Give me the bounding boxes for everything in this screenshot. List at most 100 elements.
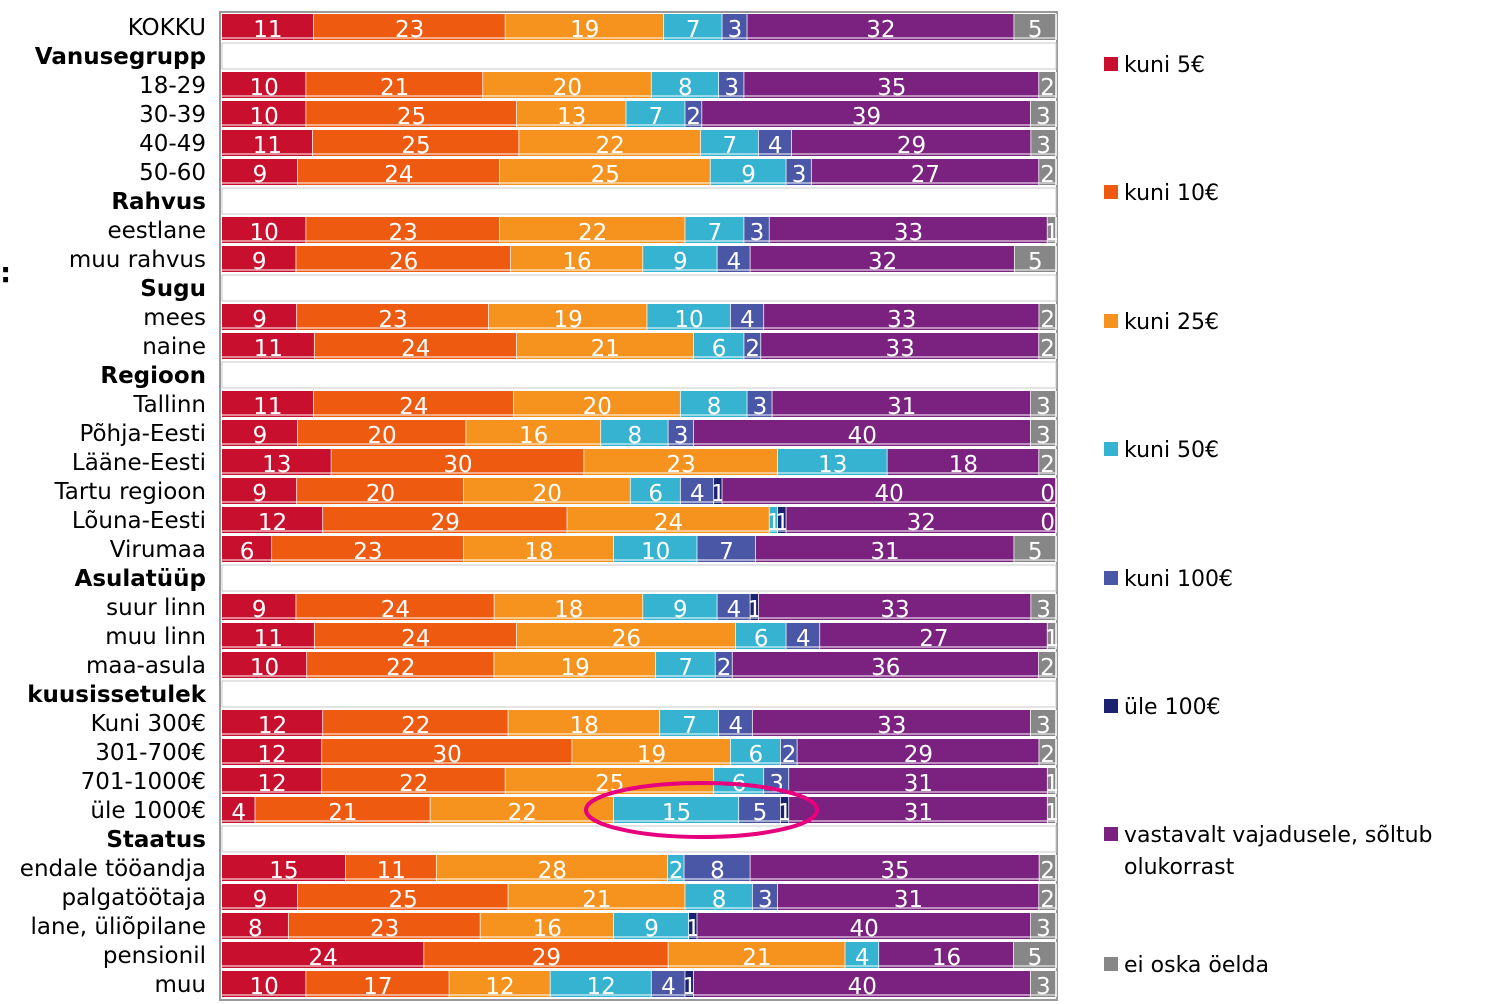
group-label-asulatuup: Asulatüüp: [75, 566, 206, 592]
value-label-ei-oska-oelda: 3: [1036, 597, 1051, 623]
value-label-vastavalt-vajadusele-soltub-olukorrast: 18: [949, 452, 978, 478]
legend-swatch: [1104, 185, 1118, 199]
bar-segment-ei-oska-oelda: [1047, 797, 1056, 823]
legend-swatch: [1104, 442, 1118, 456]
value-label-vastavalt-vajadusele-soltub-olukorrast: 27: [919, 626, 948, 652]
bar-segment-kuni-50: [730, 739, 781, 765]
row-muu: 10 17 12 12 4 1 40 3: [222, 971, 1057, 1000]
value-label-kuni-5: 9: [253, 162, 268, 188]
category-label-tartu-regioon: Tartu regioon: [53, 479, 206, 505]
bar-segment-kuni-10: [424, 942, 669, 968]
bar-segment-ei-oska-oelda: [1031, 594, 1056, 620]
value-label-ule-100: 1: [682, 974, 697, 1000]
bar-segment-kuni-50: [700, 130, 759, 156]
value-label-vastavalt-vajadusele-soltub-olukorrast: 40: [850, 916, 879, 942]
bar-segment-kuni-25: [466, 420, 602, 446]
bar-segment-kuni-5: [222, 101, 307, 127]
bar-segment-kuni-10: [322, 768, 506, 794]
legend-swatch: [1104, 571, 1118, 585]
value-label-ei-oska-oelda: 1: [1045, 771, 1060, 797]
legend-label: ei oska öelda: [1124, 953, 1269, 978]
legend-item-ei-oska-oelda: ei oska öelda: [1104, 953, 1269, 978]
value-label-ei-oska-oelda: 0: [1040, 481, 1055, 507]
row-endale-tooandja: 15 11 28 2 8 35 2: [222, 855, 1057, 884]
legend-item-kuni-25: kuni 25€: [1104, 310, 1219, 335]
value-label-kuni-5: 11: [253, 394, 282, 420]
bar-segment-kuni-5: [222, 739, 323, 765]
bar-segment-vastavalt-vajadusele-soltub-olukorrast: [789, 768, 1048, 794]
bar-segment-kuni-100: [744, 217, 770, 243]
value-label-kuni-50: 6: [712, 336, 727, 362]
legend-label: kuni 5€: [1124, 53, 1205, 78]
bar-segment-kuni-25: [508, 884, 686, 910]
group-spacer: [221, 187, 1057, 215]
bar-segment-kuni-50: [601, 420, 669, 446]
legend-label: üle 100€: [1124, 695, 1221, 720]
value-label-kuni-10: 21: [380, 75, 409, 101]
value-label-kuni-25: 20: [583, 394, 612, 420]
bar-segment-kuni-50: [667, 855, 685, 881]
value-label-kuni-5: 4: [231, 800, 246, 826]
category-label-naine: naine: [142, 334, 206, 360]
value-label-kuni-100: 3: [724, 75, 739, 101]
group-spacer: [221, 42, 1057, 70]
value-label-kuni-100: 5: [753, 800, 768, 826]
value-label-kuni-50: 7: [678, 655, 693, 681]
bar-segment-kuni-50: [647, 304, 731, 330]
value-label-kuni-10: 23: [378, 307, 407, 333]
value-label-vastavalt-vajadusele-soltub-olukorrast: 32: [866, 17, 895, 43]
value-label-vastavalt-vajadusele-soltub-olukorrast: 29: [897, 133, 926, 159]
value-label-kuni-100: 3: [792, 162, 807, 188]
value-label-kuni-100: 4: [729, 713, 744, 739]
bar-segment-kuni-5: [222, 217, 307, 243]
bar-segment-kuni-25: [519, 130, 701, 156]
value-label-ule-100: 1: [711, 481, 726, 507]
value-label-kuni-10: 22: [386, 655, 415, 681]
value-label-kuni-25: 16: [533, 916, 562, 942]
value-label-kuni-50: 8: [707, 394, 722, 420]
value-label-ei-oska-oelda: 2: [1040, 336, 1055, 362]
bar-segment-kuni-5: [222, 449, 332, 475]
legend-label: vastavalt vajadusele, sõltub olukorrast: [1124, 823, 1433, 880]
value-label-kuni-5: 11: [254, 336, 283, 362]
bar-segment-kuni-10: [297, 304, 489, 330]
bar-segment-kuni-100: [780, 739, 798, 765]
legend-item-kuni-10: kuni 10€: [1104, 181, 1219, 206]
value-label-vastavalt-vajadusele-soltub-olukorrast: 35: [877, 75, 906, 101]
category-label-muu: muu: [154, 972, 206, 998]
bar-segment-ei-oska-oelda: [1039, 449, 1056, 475]
bar-segment-kuni-5: [222, 507, 324, 533]
bar-segment-kuni-10: [297, 478, 464, 504]
value-label-kuni-50: 1: [766, 510, 781, 536]
value-label-kuni-50: 10: [674, 307, 703, 333]
bar-segment-kuni-5: [222, 130, 313, 156]
value-label-vastavalt-vajadusele-soltub-olukorrast: 31: [887, 394, 916, 420]
value-label-kuni-5: 9: [253, 887, 268, 913]
value-label-kuni-5: 15: [269, 858, 298, 884]
value-label-kuni-10: 25: [397, 104, 426, 130]
legend-item-kuni-100: kuni 100€: [1104, 567, 1233, 592]
value-label-kuni-100: 7: [719, 539, 734, 565]
group-spacer: [221, 564, 1057, 592]
value-label-kuni-10: 24: [399, 394, 428, 420]
legend-swatch: [1104, 57, 1118, 71]
row-30-39: 10 25 13 7 2 39 3: [222, 101, 1057, 130]
group-label-kuusissetulek: kuusissetulek: [27, 682, 206, 708]
bar-segment-kuni-5: [222, 623, 315, 649]
bar-segment-kuni-10: [313, 391, 514, 417]
row-sugu: [221, 274, 1057, 302]
bar-segment-kuni-25: [505, 768, 715, 794]
row-rahvus: [221, 187, 1057, 215]
value-label-vastavalt-vajadusele-soltub-olukorrast: 31: [904, 771, 933, 797]
value-label-kuni-10: 25: [388, 887, 417, 913]
bar-segment-vastavalt-vajadusele-soltub-olukorrast: [693, 971, 1031, 997]
value-label-kuni-5: 12: [258, 713, 287, 739]
value-label-vastavalt-vajadusele-soltub-olukorrast: 29: [904, 742, 933, 768]
bar-segment-kuni-5: [222, 72, 307, 98]
row-mees: 9 23 19 10 4 33 2: [222, 304, 1057, 333]
bar-segment-kuni-5: [222, 652, 308, 678]
value-label-kuni-100: 4: [740, 307, 755, 333]
category-label-ule-1000: üle 1000€: [90, 798, 206, 824]
value-label-ei-oska-oelda: 3: [1036, 916, 1051, 942]
bar-segment-kuni-50: [651, 72, 720, 98]
